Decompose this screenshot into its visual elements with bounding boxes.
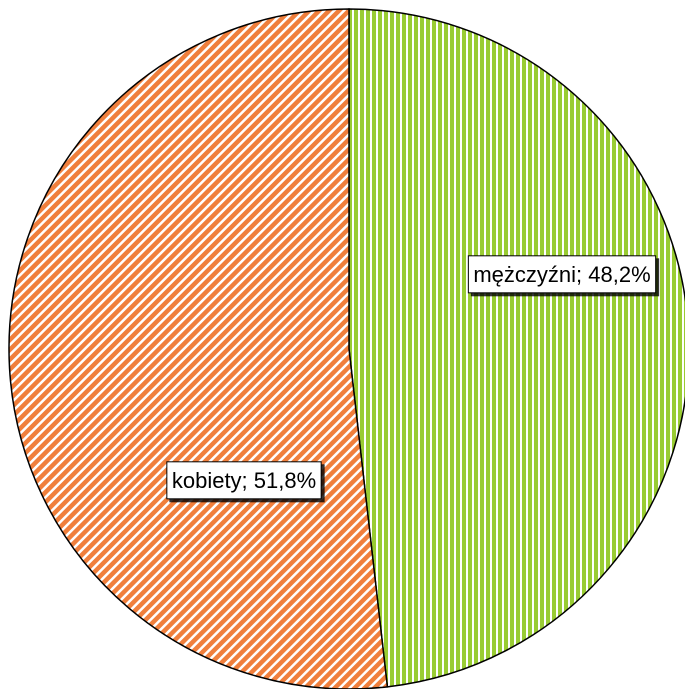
label-text: kobiety; 51,8% — [172, 468, 316, 493]
label-text: mężczyźni; 48,2% — [473, 262, 650, 287]
label-box — [166, 461, 322, 500]
data-label: kobiety; 51,8% — [166, 461, 322, 500]
data-label: mężczyźni; 48,2% — [467, 255, 657, 294]
pie-slice — [348, 8, 685, 688]
pie-slice — [8, 8, 389, 689]
label-box — [467, 255, 657, 294]
